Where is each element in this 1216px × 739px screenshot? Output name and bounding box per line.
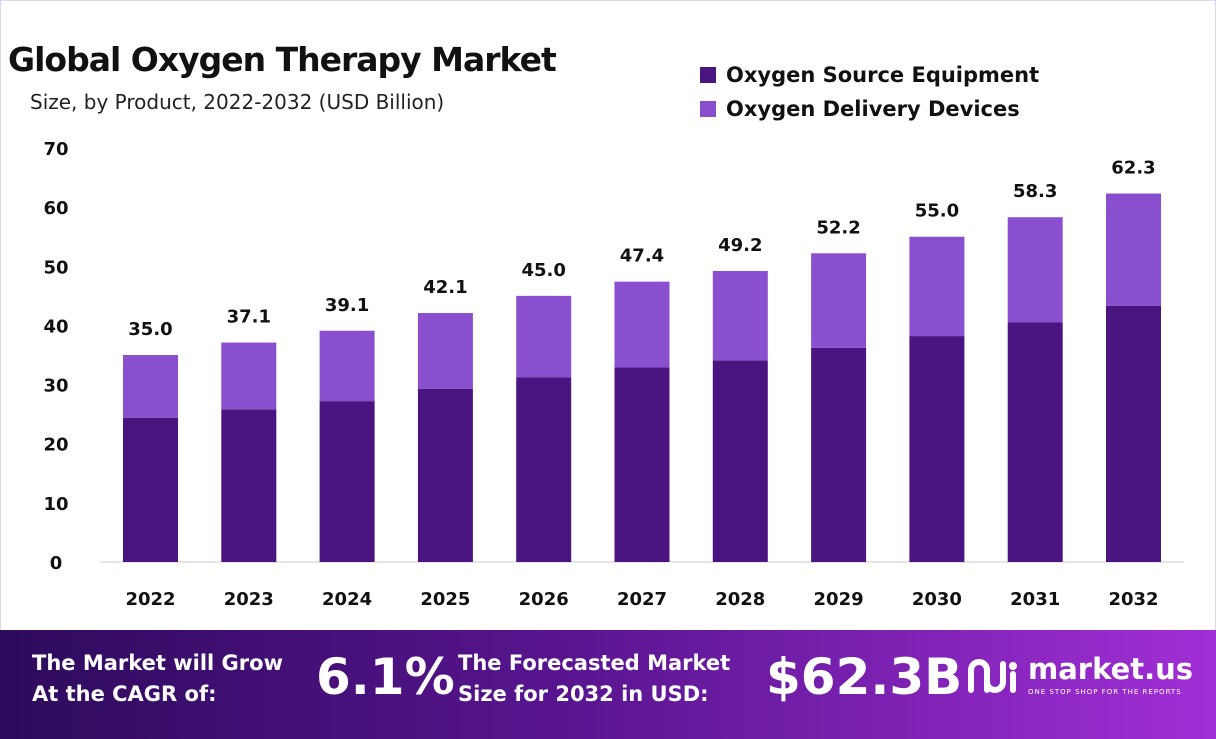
bar-2028-series-0 (712, 360, 768, 562)
total-label-2032: 62.3 (1111, 158, 1155, 179)
bar-2032-series-0 (1106, 305, 1161, 562)
y-tick-40: 40 (43, 316, 68, 337)
market-us-logo-icon (968, 659, 1017, 693)
bar-2030-series-0 (909, 336, 965, 562)
bar-2022-series-0 (123, 417, 178, 562)
total-label-2024: 39.1 (325, 295, 369, 316)
chart-subtitle: Size, by Product, 2022-2032 (USD Billion… (30, 90, 445, 114)
bar-2025-series-0 (417, 388, 473, 562)
bar-2024-series-1 (319, 330, 375, 402)
cagr-label: The Market will Grow At the CAGR of: (32, 648, 283, 710)
bars-group (123, 193, 1161, 562)
legend-swatch-source-equipment (700, 67, 716, 83)
x-tick-2028: 2028 (715, 589, 765, 610)
y-tick-0: 0 (50, 553, 63, 574)
x-tick-2029: 2029 (814, 589, 864, 610)
forecast-value: $62.3B (766, 648, 963, 706)
x-tick-2032: 2032 (1108, 589, 1158, 610)
y-axis-ticks: 0 10 20 30 40 50 60 70 (43, 139, 68, 574)
chart-legend: Oxygen Source Equipment Oxygen Delivery … (700, 58, 1039, 126)
bar-2029-series-1 (811, 253, 867, 348)
total-label-2022: 35.0 (128, 319, 172, 340)
bar-2029-series-0 (811, 347, 867, 562)
legend-swatch-delivery-devices (700, 101, 716, 117)
forecast-label-line1: The Forecasted Market (458, 651, 731, 675)
y-tick-70: 70 (43, 139, 68, 160)
legend-label-delivery-devices: Oxygen Delivery Devices (726, 97, 1020, 121)
x-tick-2022: 2022 (125, 589, 175, 610)
total-label-2029: 52.2 (816, 217, 860, 238)
bar-2025-series-1 (417, 313, 473, 389)
y-tick-10: 10 (43, 494, 68, 515)
y-tick-60: 60 (43, 198, 68, 219)
total-label-2023: 37.1 (227, 307, 271, 328)
bar-2023-series-0 (221, 409, 277, 562)
cagr-label-line2: At the CAGR of: (32, 682, 217, 706)
bar-2031-series-1 (1007, 217, 1063, 323)
y-tick-50: 50 (43, 257, 68, 278)
bar-2026-series-1 (516, 295, 572, 378)
total-label-2026: 45.0 (521, 260, 565, 281)
bar-2031-series-0 (1007, 322, 1063, 562)
bar-2028-series-1 (712, 271, 768, 361)
bar-2030-series-1 (909, 236, 965, 337)
bar-total-labels: 35.0 37.1 39.1 42.1 45.0 47.4 49.2 52.2 55.0 58.3… (128, 158, 1155, 340)
x-tick-2030: 2030 (912, 589, 962, 610)
total-label-2030: 55.0 (915, 201, 959, 222)
bar-2022-series-1 (123, 355, 178, 418)
bar-2023-series-1 (221, 342, 277, 410)
forecast-label: The Forecasted Market Size for 2032 in U… (458, 648, 730, 710)
x-tick-2024: 2024 (322, 589, 372, 610)
x-tick-2025: 2025 (420, 589, 470, 610)
chart-title: Global Oxygen Therapy Market (8, 40, 557, 79)
legend-label-source-equipment: Oxygen Source Equipment (726, 63, 1040, 87)
y-tick-30: 30 (43, 376, 68, 397)
bar-2027-series-0 (614, 367, 670, 562)
forecast-label-line2: Size for 2032 in USD: (458, 682, 709, 706)
brand-name: market.us (1028, 652, 1194, 686)
total-label-2027: 47.4 (620, 246, 664, 267)
total-label-2031: 58.3 (1013, 181, 1057, 202)
x-tick-2031: 2031 (1010, 589, 1060, 610)
y-tick-20: 20 (43, 435, 68, 456)
brand-tagline: ONE STOP SHOP FOR THE REPORTS (1028, 688, 1182, 696)
cagr-value: 6.1% (316, 648, 455, 706)
bar-2032-series-1 (1106, 193, 1161, 306)
bar-2027-series-1 (614, 281, 670, 368)
total-label-2025: 42.1 (423, 277, 467, 298)
total-label-2028: 49.2 (718, 235, 762, 256)
bar-2026-series-0 (516, 377, 572, 562)
legend-item-source-equipment: Oxygen Source Equipment (700, 58, 1039, 92)
x-axis-ticks: 2022 2023 2024 2025 2026 2027 2028 2029 2030 2031… (125, 589, 1158, 610)
x-tick-2026: 2026 (519, 589, 569, 610)
x-tick-2023: 2023 (224, 589, 274, 610)
x-tick-2027: 2027 (617, 589, 667, 610)
bar-2024-series-0 (319, 401, 375, 562)
legend-item-delivery-devices: Oxygen Delivery Devices (700, 92, 1039, 126)
cagr-label-line1: The Market will Grow (32, 651, 283, 675)
footer-banner: The Market will Grow At the CAGR of: 6.1… (0, 630, 1216, 739)
